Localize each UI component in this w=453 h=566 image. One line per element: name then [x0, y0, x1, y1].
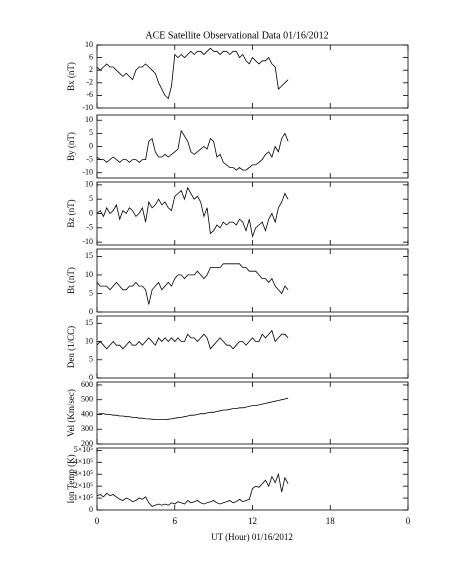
y-axis-label: Ion Temp (K)	[66, 454, 76, 503]
y-tick-label: 200	[81, 439, 93, 448]
y-tick-label: 5	[89, 194, 93, 203]
y-tick-label: 1×10⁵	[74, 493, 94, 502]
x-tick-label: 12	[248, 516, 257, 526]
data-line	[96, 186, 289, 238]
y-tick-label: 2	[89, 65, 93, 74]
data-line	[96, 472, 289, 507]
y-tick-label: 0	[89, 141, 93, 150]
panel-frame	[96, 114, 409, 179]
panel-frame	[96, 44, 409, 109]
y-tick-label: 0	[89, 373, 93, 382]
y-tick-label: 5	[89, 128, 93, 137]
y-tick-label: 10	[85, 336, 93, 345]
y-tick-label: 5	[89, 355, 93, 364]
y-tick-label: 10	[85, 270, 93, 279]
y-tick-label: 15	[85, 251, 93, 260]
y-tick-label: -2	[86, 78, 93, 87]
y-tick-label: 500	[81, 395, 93, 404]
y-tick-label: -6	[86, 90, 93, 99]
y-tick-label: 15	[85, 318, 93, 327]
x-tick-label: 6	[173, 516, 178, 526]
panel-frame	[96, 447, 409, 511]
y-axis-label: Bx (nT)	[66, 62, 76, 91]
y-tick-label: 10	[85, 40, 93, 49]
y-tick-label: -10	[82, 237, 93, 246]
y-tick-label: 400	[81, 409, 93, 418]
panel-frame	[96, 381, 409, 445]
y-tick-label: 6	[89, 52, 93, 61]
chart-title: ACE Satellite Observational Data 01/16/2…	[145, 30, 328, 41]
x-tick-label: 0	[95, 516, 100, 526]
y-axis-label: Bz (nT)	[66, 199, 76, 227]
y-tick-label: -5	[86, 154, 93, 163]
data-line	[96, 263, 289, 305]
y-tick-label: 10	[85, 115, 93, 124]
panel-frame	[96, 248, 409, 313]
y-tick-label: 0	[89, 505, 93, 514]
panel-frame	[96, 315, 409, 379]
data-line	[96, 397, 289, 420]
y-tick-label: 2×10⁵	[74, 481, 94, 490]
data-line	[96, 47, 289, 100]
data-line	[96, 129, 289, 171]
y-tick-label: 600	[81, 380, 93, 389]
y-tick-label: 0	[89, 208, 93, 217]
y-axis-label: Den (1/CC)	[66, 326, 76, 368]
y-axis-label: Vel (Km/sec)	[66, 389, 76, 437]
y-tick-label: 5	[89, 288, 93, 297]
y-tick-label: 10	[85, 180, 93, 189]
x-tick-label: 18	[326, 516, 336, 526]
y-tick-label: 0	[89, 307, 93, 316]
data-line	[96, 329, 289, 350]
y-axis-label: By (nT)	[66, 132, 76, 161]
y-tick-label: -10	[82, 168, 93, 177]
y-tick-label: -5	[86, 223, 93, 232]
y-axis-label: Bt (nT)	[66, 267, 76, 294]
y-tick-label: 5×10⁵	[74, 445, 94, 454]
x-axis-label: UT (Hour) 01/16/2012	[211, 532, 293, 542]
y-tick-label: -10	[82, 103, 93, 112]
y-tick-label: 300	[81, 424, 93, 433]
y-tick-label: 4×10⁵	[74, 457, 94, 466]
x-tick-label: 0	[406, 516, 411, 526]
y-tick-label: 3×10⁵	[74, 469, 94, 478]
